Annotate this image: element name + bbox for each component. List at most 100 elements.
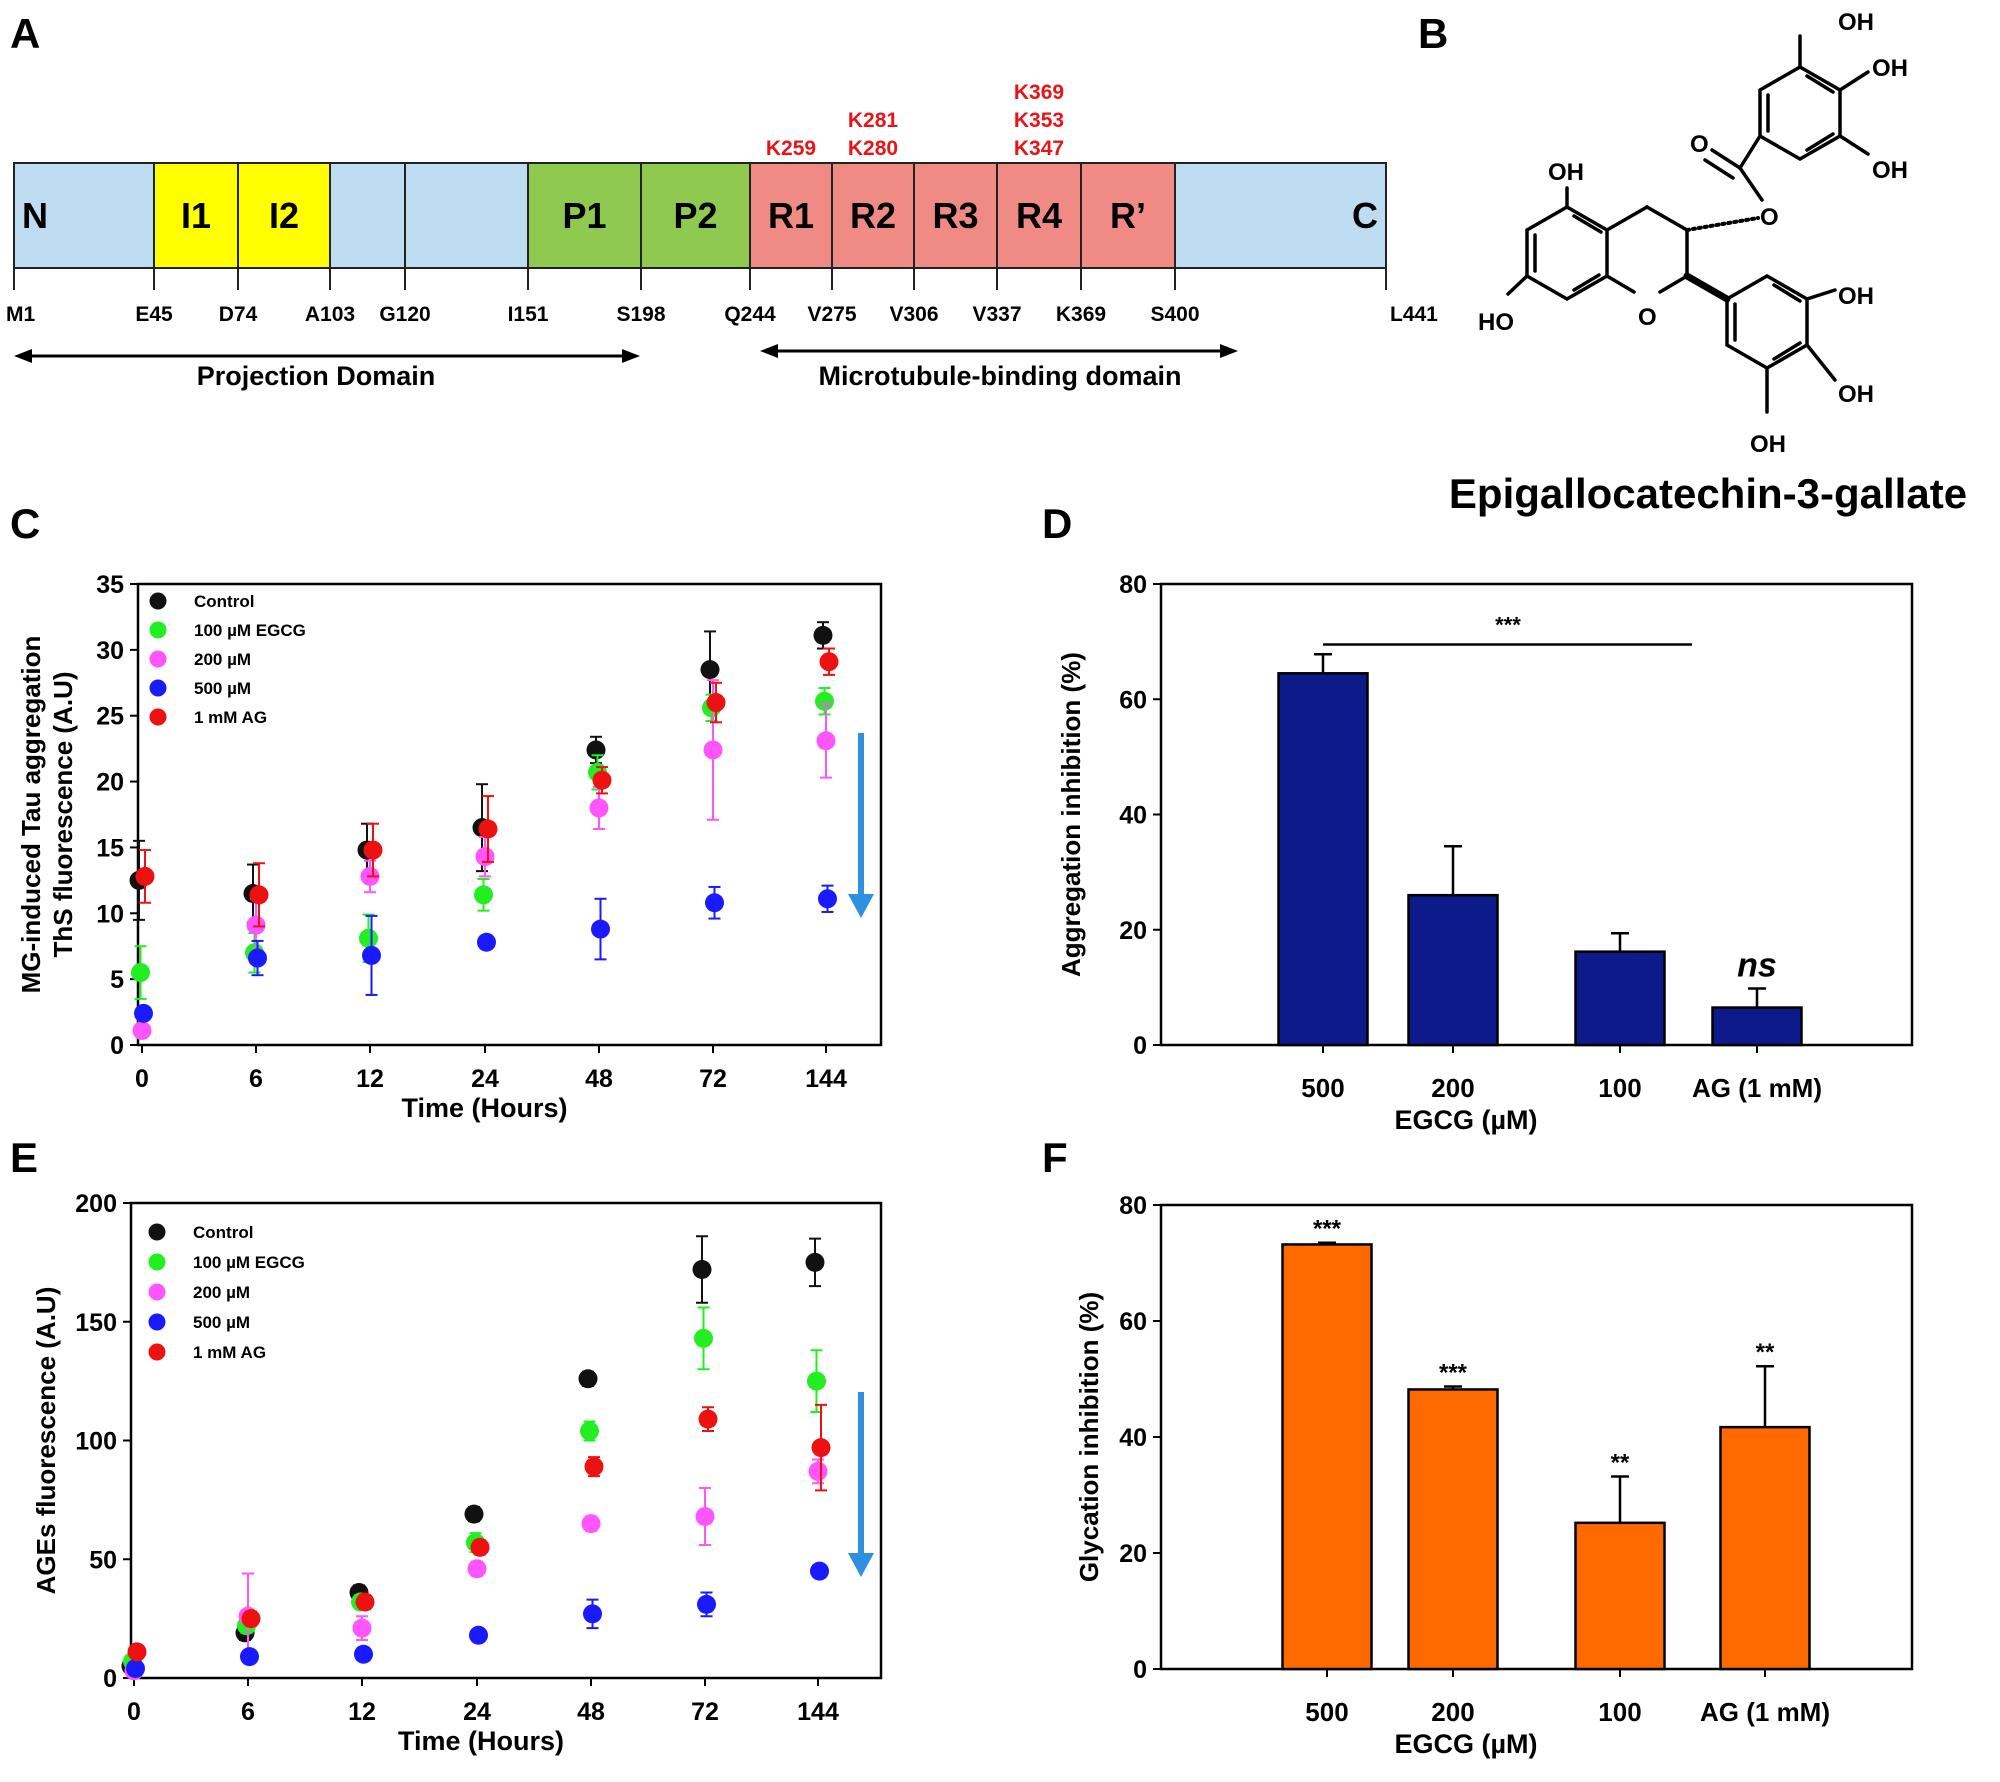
carbonyl-bond-2	[1703, 158, 1735, 180]
x-tick-label: 48	[577, 1698, 605, 1726]
decrease-arrow-head	[848, 894, 874, 918]
data-point	[352, 1618, 372, 1638]
chart-e-ages-fluorescence: 0 50 100 150 200 0 6 12 24 48 72 144 Time (Hours) AGE…	[31, 1190, 883, 1756]
bar	[1277, 672, 1369, 1047]
y-tick-label: 80	[1119, 571, 1147, 599]
data-point	[241, 1609, 261, 1629]
b-ring-oh-1-bond	[1805, 288, 1837, 301]
chart-d-aggregation-inhibition: 0 20 40 60 80 500 200 100 AG (1 mM) ns *** EGCG (µM…	[1056, 571, 1914, 1135]
x-tick-label: 144	[797, 1698, 839, 1726]
x-tick-label: 144	[805, 1065, 847, 1093]
carbonyl-o: O	[1690, 131, 1709, 158]
domain-segment	[404, 162, 529, 269]
data-point	[697, 1594, 716, 1614]
x-tick-label: 12	[356, 1065, 384, 1093]
data-point	[581, 1514, 601, 1534]
residue-label: S198	[616, 303, 665, 326]
bar	[1407, 893, 1499, 1047]
domain-segment	[1080, 162, 1176, 269]
egcg-atom-labels: OH OH OH O O OH HO O OH OH OH	[1478, 9, 1908, 458]
legend-label: 200 µM	[193, 1283, 250, 1302]
x-tick-label: 12	[348, 1698, 376, 1726]
egcg-structure	[1506, 34, 1870, 414]
domain-segment	[13, 162, 155, 269]
data-point	[698, 1409, 718, 1429]
data-point	[475, 847, 495, 867]
carbonyl-to-ring	[1738, 134, 1762, 170]
domain-segment-label: N	[22, 195, 48, 236]
y-tick-label: 15	[96, 834, 124, 862]
significance-label: ***	[1313, 1216, 1342, 1243]
panel-label-b: B	[1418, 10, 1448, 57]
c-ring-bond-5	[1605, 274, 1636, 294]
a-ring-double-3	[1572, 273, 1601, 292]
data-point	[464, 1504, 484, 1524]
x-tick-label: 100	[1598, 1697, 1641, 1727]
data-point	[703, 740, 723, 760]
panel-label-d: D	[1042, 500, 1072, 547]
legend-marker	[148, 1313, 166, 1331]
data-point	[477, 932, 496, 952]
y-tick-label: 200	[75, 1190, 117, 1218]
data-point	[694, 1328, 713, 1348]
data-point	[135, 866, 155, 886]
mutation-site-label: K280	[848, 137, 898, 160]
x-tick-label: 500	[1301, 1073, 1344, 1103]
plot-frame	[1159, 582, 1914, 1047]
bar	[1719, 1425, 1811, 1671]
b-ring-double-2	[1772, 283, 1802, 303]
y-tick-label: 25	[96, 703, 124, 731]
legend-marker	[149, 621, 167, 639]
gallate-oh-top: OH	[1838, 9, 1874, 36]
bar	[1574, 950, 1666, 1047]
y-tick-label: 20	[96, 769, 124, 797]
y-tick-label: 0	[1133, 1032, 1147, 1060]
domain-segment-label: P1	[562, 195, 606, 236]
significance-label: ***	[1439, 1360, 1468, 1387]
domain-segment	[831, 162, 915, 269]
gallate-oh-low: OH	[1872, 157, 1908, 184]
mtb-arrow-left-head	[760, 344, 778, 358]
data-point	[586, 740, 606, 760]
panel-label-f: F	[1042, 1134, 1068, 1181]
domain-segment-label: R4	[1016, 195, 1062, 236]
domain-segment-label: I1	[181, 195, 211, 236]
c-ring-bond-1	[1605, 205, 1649, 232]
data-point	[578, 1369, 598, 1389]
y-tick-label: 150	[75, 1309, 117, 1337]
legend-marker	[148, 1283, 166, 1301]
y-axis-title: Glycation inhibition (%)	[1074, 1292, 1104, 1582]
data-point	[134, 1003, 153, 1023]
x-tick-label: 72	[699, 1065, 727, 1093]
x-tick-label: 200	[1431, 1073, 1474, 1103]
y-tick-label: 5	[110, 966, 124, 994]
significance-label: ns	[1737, 947, 1777, 985]
residue-label: G120	[379, 303, 430, 326]
data-point	[354, 1644, 373, 1664]
wedge-bond-b-ring	[1683, 272, 1731, 303]
data-point	[355, 1592, 375, 1612]
residue-label: A103	[305, 303, 355, 326]
residue-label: V337	[972, 303, 1021, 326]
legend-marker	[149, 592, 167, 610]
legend-label: 500 µM	[193, 1313, 250, 1332]
x-axis-title: EGCG (µM)	[1394, 1105, 1537, 1135]
stereo-bond-ester	[1685, 216, 1760, 232]
x-tick-label: 24	[471, 1065, 499, 1093]
domain-segment	[996, 162, 1082, 269]
domain-segment	[237, 162, 331, 269]
legend-marker	[148, 1343, 166, 1361]
data-point	[132, 1021, 152, 1041]
legend-marker	[149, 679, 167, 697]
significance-bracket-label: ***	[1495, 613, 1521, 638]
y-tick-label: 10	[96, 900, 124, 928]
ester-o-bond	[1738, 166, 1764, 202]
x-tick-label: 100	[1598, 1073, 1641, 1103]
a-ring-double-1	[1572, 214, 1603, 234]
data-point	[816, 731, 836, 751]
mutation-site-label: K347	[1014, 137, 1064, 160]
x-tick-label: 6	[241, 1698, 255, 1726]
a-ring-ho-bond	[1506, 274, 1529, 296]
ester-o: O	[1760, 204, 1779, 231]
data-point	[706, 693, 726, 713]
